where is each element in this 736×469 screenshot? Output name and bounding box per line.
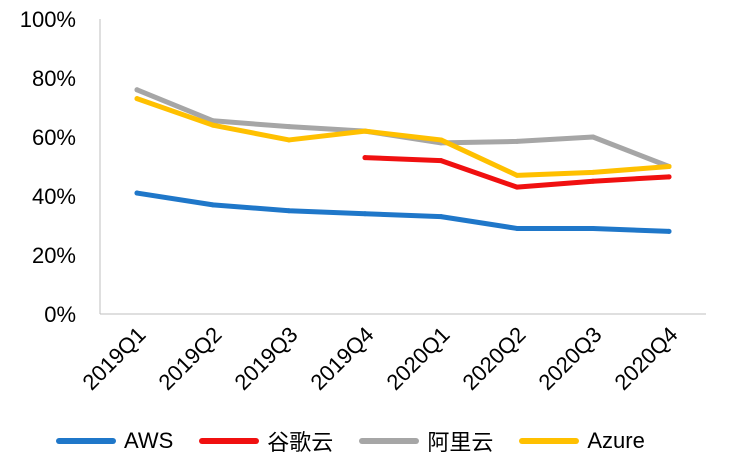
x-tick-label: 2019Q1 — [77, 322, 150, 395]
x-tick-label: 2020Q3 — [533, 322, 606, 395]
x-tick-label: 2019Q4 — [305, 322, 378, 395]
data-point — [514, 138, 520, 144]
data-point — [514, 184, 520, 190]
data-point — [210, 118, 216, 124]
data-point — [590, 169, 596, 175]
y-tick-label: 60% — [32, 125, 76, 150]
legend-swatch-alibaba-cloud — [359, 438, 420, 444]
x-tick-label: 2019Q2 — [153, 322, 226, 395]
data-point — [514, 172, 520, 178]
data-point — [134, 87, 140, 93]
legend-item-google-cloud: 谷歌云 — [199, 425, 333, 457]
data-point — [286, 137, 292, 143]
y-tick-label: 40% — [32, 184, 76, 209]
data-point — [362, 155, 368, 161]
y-tick-label: 80% — [32, 66, 76, 91]
data-point — [286, 124, 292, 130]
data-point — [286, 208, 292, 214]
y-tick-label: 100% — [20, 7, 76, 32]
series-line-0 — [134, 190, 672, 234]
legend-label-azure: Azure — [587, 428, 645, 453]
data-point — [590, 178, 596, 184]
y-tick-label: 0% — [44, 302, 76, 327]
data-point — [134, 96, 140, 102]
x-tick-label: 2019Q3 — [229, 322, 302, 395]
data-point — [666, 174, 672, 180]
data-point — [666, 164, 672, 169]
data-point — [210, 202, 216, 208]
x-tick-label: 2020Q4 — [609, 322, 682, 395]
y-tick-label: 20% — [32, 243, 76, 268]
data-point — [590, 225, 596, 231]
series-line-3 — [134, 96, 672, 178]
data-point — [362, 128, 368, 134]
legend-swatch-google-cloud — [199, 438, 260, 444]
data-point — [210, 122, 216, 128]
legend-swatch-aws — [56, 438, 116, 444]
legend-label-aws: AWS — [124, 428, 174, 453]
legend-swatch-azure — [519, 438, 580, 444]
data-point — [438, 214, 444, 220]
data-point — [362, 211, 368, 217]
data-point — [590, 134, 596, 140]
data-point — [134, 190, 140, 196]
data-point — [666, 228, 672, 234]
data-point — [438, 158, 444, 164]
legend-item-aws: AWS — [56, 428, 173, 454]
legend-label-alibaba-cloud: 阿里云 — [427, 430, 494, 455]
legend-label-google-cloud: 谷歌云 — [267, 430, 334, 455]
data-point — [438, 137, 444, 143]
data-point — [514, 225, 520, 231]
x-tick-label: 2020Q2 — [457, 322, 530, 395]
legend: AWS 谷歌云 阿里云 Azure — [56, 426, 671, 456]
x-tick-label: 2020Q1 — [381, 322, 454, 395]
legend-item-azure: Azure — [519, 428, 645, 454]
legend-item-alibaba-cloud: 阿里云 — [359, 425, 493, 457]
